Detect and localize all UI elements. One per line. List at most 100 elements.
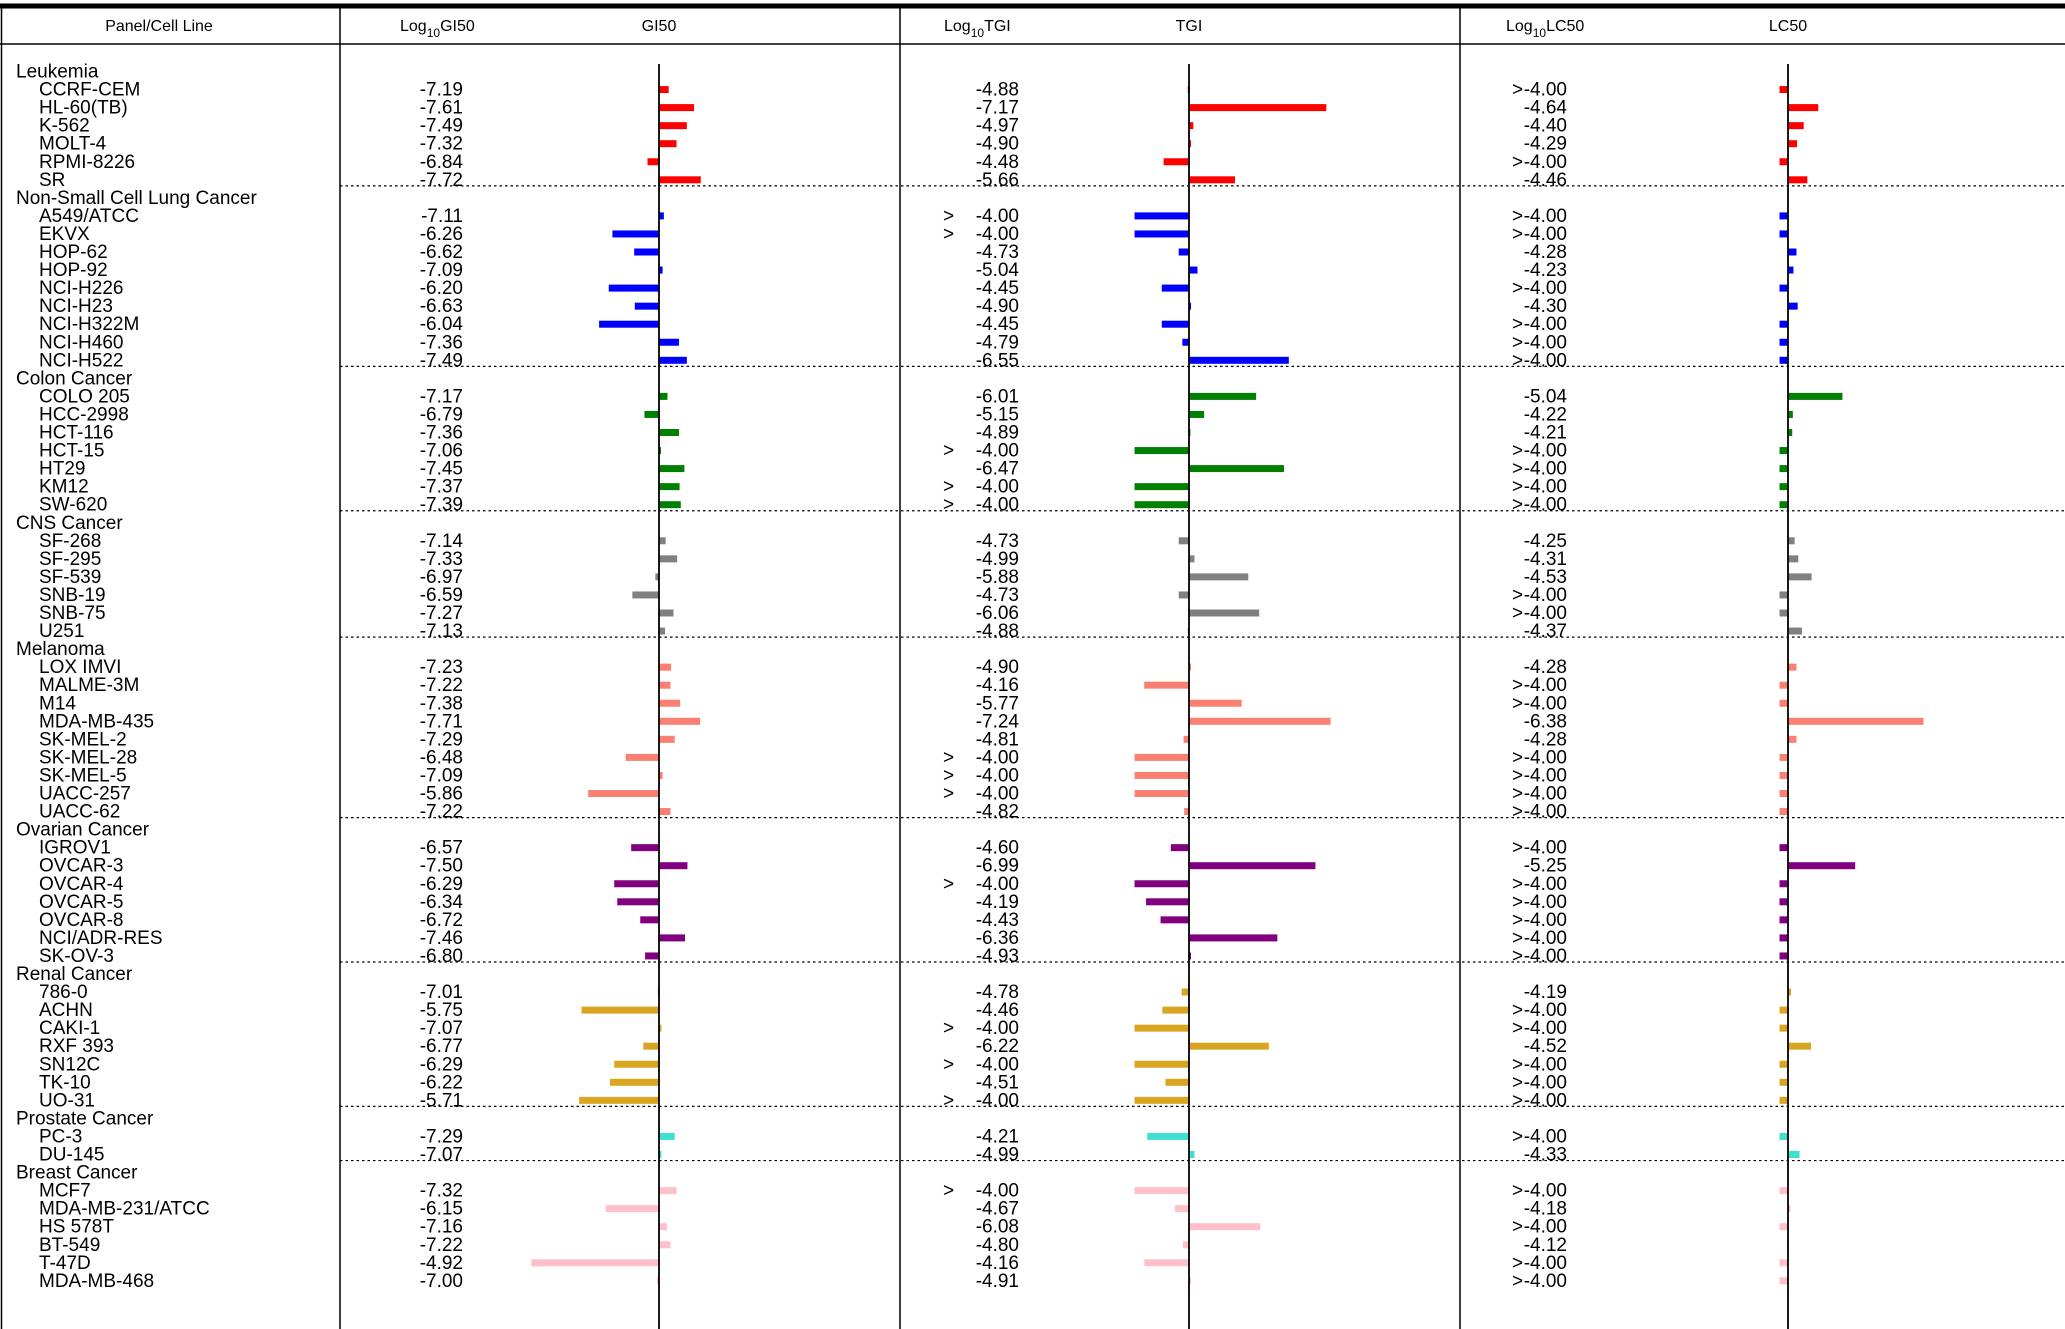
greater-than-marker: > — [1512, 802, 1523, 823]
tgi-value: -4.00 — [976, 1054, 1019, 1075]
lc50-value: -4.18 — [1524, 1199, 1567, 1220]
tgi-bar — [1134, 230, 1189, 238]
lc50-bar — [1779, 609, 1788, 617]
tgi-value: -4.00 — [976, 874, 1019, 895]
greater-than-marker: > — [1512, 946, 1523, 967]
gi50-bar — [659, 429, 679, 436]
tgi-bar — [1160, 916, 1189, 924]
lc50-bar — [1779, 898, 1788, 906]
lc50-value: -4.25 — [1524, 531, 1567, 552]
tgi-bar — [1163, 158, 1189, 166]
tgi-bar — [1134, 771, 1189, 779]
tgi-bar — [1161, 320, 1189, 328]
tgi-value: -4.45 — [976, 314, 1019, 335]
gi50-bar — [634, 248, 659, 256]
cell-line-name: SN12C — [39, 1054, 100, 1075]
lc50-bar — [1788, 573, 1812, 581]
tgi-value: -7.24 — [976, 711, 1020, 732]
cell-line-name: MOLT-4 — [39, 134, 107, 155]
gi50-bar — [579, 1096, 659, 1104]
gi50-value: -7.32 — [420, 1181, 463, 1202]
tgi-value: -4.00 — [976, 495, 1019, 516]
gi50-value: -6.26 — [420, 224, 463, 245]
lc50-value: -4.00 — [1524, 928, 1567, 949]
greater-than-marker: > — [943, 224, 954, 245]
lc50-value: -4.23 — [1524, 260, 1567, 281]
tgi-bar — [1189, 356, 1289, 364]
gi50-bar — [659, 537, 666, 545]
cell-line-name: MDA-MB-468 — [39, 1271, 154, 1292]
lc50-bar — [1779, 1024, 1788, 1032]
tgi-bar — [1189, 302, 1191, 310]
gi50-value: -7.49 — [420, 116, 463, 137]
lc50-bar — [1788, 555, 1799, 563]
tgi-bar — [1182, 338, 1189, 346]
tgi-value: -4.88 — [976, 621, 1019, 642]
greater-than-marker: > — [1512, 1271, 1523, 1292]
lc50-value: -4.00 — [1524, 874, 1567, 895]
lc50-value: -4.46 — [1524, 170, 1567, 191]
greater-than-marker: > — [1512, 1000, 1523, 1021]
gi50-bar — [659, 681, 671, 689]
gi50-value: -7.71 — [420, 711, 463, 732]
tgi-bar — [1134, 1096, 1189, 1104]
cell-line-name: SK-MEL-28 — [39, 747, 137, 768]
greater-than-marker: > — [1512, 1126, 1523, 1147]
gi50-bar — [659, 663, 672, 671]
tgi-bar — [1189, 410, 1205, 418]
lc50-value: -4.31 — [1524, 549, 1567, 570]
gi50-value: -7.09 — [420, 765, 463, 786]
lc50-value: -4.00 — [1524, 675, 1567, 696]
tgi-value: -4.93 — [976, 946, 1019, 967]
tgi-bar — [1189, 1277, 1191, 1285]
gi50-value: -7.07 — [420, 1018, 463, 1039]
header-tgi: TGI — [1176, 18, 1203, 35]
gi50-bar — [643, 1042, 659, 1050]
cell-line-name: NCI-H322M — [39, 314, 139, 335]
tgi-value: -4.89 — [976, 423, 1019, 444]
tgi-bar — [1134, 483, 1189, 491]
greater-than-marker: > — [1512, 585, 1523, 606]
greater-than-marker: > — [1512, 477, 1523, 498]
gi50-value: -7.14 — [420, 531, 464, 552]
cell-line-name: OVCAR-5 — [39, 892, 123, 913]
tgi-bar — [1189, 266, 1198, 274]
cell-line-name: UACC-62 — [39, 802, 120, 823]
tgi-value: -5.04 — [976, 260, 1020, 281]
tgi-bar — [1134, 501, 1189, 509]
tgi-value: -5.77 — [976, 693, 1019, 714]
gi50-bar — [659, 1241, 671, 1249]
tgi-value: -4.81 — [976, 729, 1019, 750]
lc50-value: -4.00 — [1524, 1271, 1567, 1292]
panel-name: Breast Cancer — [16, 1163, 138, 1184]
lc50-value: -4.28 — [1524, 242, 1567, 263]
cell-line-name: NCI-H226 — [39, 278, 123, 299]
tgi-value: -6.55 — [976, 350, 1019, 371]
lc50-bar — [1779, 1223, 1788, 1231]
cell-line-name: HL-60(TB) — [39, 98, 128, 119]
tgi-bar — [1134, 790, 1189, 797]
cell-line-name: CCRF-CEM — [39, 80, 140, 101]
tgi-value: -4.67 — [976, 1199, 1019, 1220]
lc50-bar — [1788, 140, 1798, 148]
cell-line-name: M14 — [39, 693, 76, 714]
tgi-value: -4.00 — [976, 477, 1019, 498]
greater-than-marker: > — [1512, 693, 1523, 714]
tgi-value: -4.60 — [976, 838, 1019, 859]
tgi-value: -5.88 — [976, 567, 1019, 588]
greater-than-marker: > — [943, 1018, 954, 1039]
lc50-bar — [1779, 230, 1788, 238]
lc50-value: -4.00 — [1524, 603, 1567, 624]
lc50-bar — [1779, 1187, 1788, 1195]
gi50-bar — [614, 1060, 659, 1068]
greater-than-marker: > — [1512, 747, 1523, 768]
greater-than-marker: > — [1512, 314, 1523, 335]
greater-than-marker: > — [943, 874, 954, 895]
lc50-bar — [1788, 392, 1843, 400]
lc50-value: -4.52 — [1524, 1036, 1567, 1057]
cell-line-name: MALME-3M — [39, 675, 139, 696]
cell-line-name: NCI-H460 — [39, 332, 123, 353]
greater-than-marker: > — [943, 765, 954, 786]
lc50-bar — [1779, 844, 1788, 852]
